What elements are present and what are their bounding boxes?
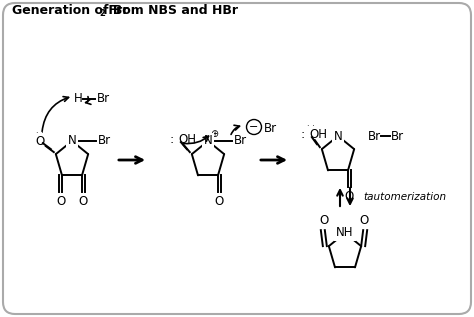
FancyArrowPatch shape — [42, 97, 69, 131]
Text: Br: Br — [368, 130, 381, 143]
Text: O: O — [319, 214, 328, 227]
Text: Br: Br — [98, 134, 111, 147]
Text: O: O — [56, 195, 65, 208]
Text: N: N — [204, 134, 212, 147]
Text: From NBS and HBr: From NBS and HBr — [104, 4, 238, 17]
Text: H: H — [73, 93, 82, 106]
Text: NH: NH — [336, 227, 354, 240]
Text: Generation of Br: Generation of Br — [12, 4, 128, 17]
Text: O: O — [79, 195, 88, 208]
Text: · ·: · · — [36, 129, 44, 138]
Text: Br: Br — [391, 130, 404, 143]
FancyArrowPatch shape — [183, 136, 209, 144]
Text: Br: Br — [264, 122, 277, 135]
Text: 2: 2 — [99, 9, 105, 18]
Text: O: O — [215, 195, 224, 208]
Text: OH: OH — [179, 133, 197, 146]
Text: Br: Br — [97, 93, 110, 106]
Text: OH: OH — [310, 128, 328, 141]
Text: Br: Br — [234, 134, 247, 147]
FancyArrowPatch shape — [86, 97, 91, 104]
FancyBboxPatch shape — [3, 3, 471, 314]
Text: ⊕: ⊕ — [210, 129, 218, 139]
Text: O: O — [35, 135, 45, 148]
Text: O: O — [360, 214, 369, 227]
Text: :: : — [301, 128, 305, 141]
FancyArrowPatch shape — [231, 125, 239, 134]
Text: tautomerization: tautomerization — [363, 192, 446, 202]
Text: N: N — [68, 134, 76, 147]
Text: :: : — [170, 133, 174, 146]
Text: O: O — [345, 191, 354, 204]
Text: −: − — [249, 122, 259, 132]
Text: · ·: · · — [307, 122, 315, 131]
Text: N: N — [334, 130, 342, 143]
